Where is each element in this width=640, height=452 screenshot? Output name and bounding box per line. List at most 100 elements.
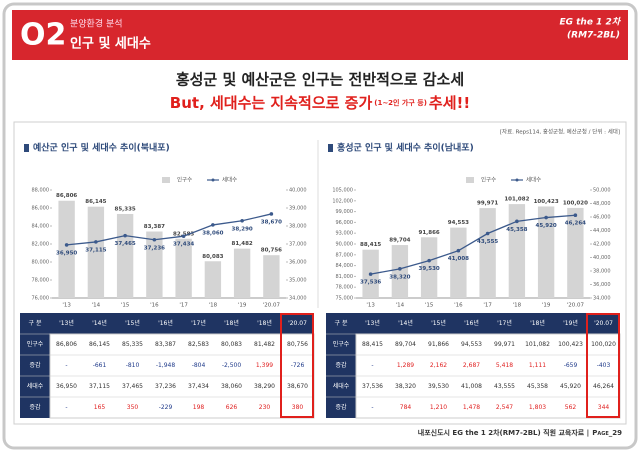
table-cell: 세대수 bbox=[27, 382, 44, 390]
bar bbox=[146, 231, 163, 298]
line-point bbox=[398, 267, 402, 271]
table-header-cell: '18년 bbox=[530, 319, 545, 327]
x-tick-label: '14 bbox=[396, 303, 405, 309]
line-point bbox=[573, 213, 578, 218]
highlight-box bbox=[586, 313, 620, 418]
line-label: 37,536 bbox=[360, 280, 381, 286]
x-tick-label: '19 bbox=[542, 303, 551, 309]
table-header-cell: '20.07 bbox=[594, 320, 613, 327]
y2-tick-label: 39,000 bbox=[289, 206, 307, 212]
table-header-cell: '17년 bbox=[191, 319, 206, 327]
table-cell: 82,583 bbox=[188, 341, 209, 348]
line-point bbox=[123, 233, 127, 238]
table-cell: 37,434 bbox=[188, 383, 209, 390]
bar-label: 81,482 bbox=[232, 241, 253, 247]
y2-tick-label: 37,000 bbox=[289, 242, 307, 248]
table-cell: 38,670 bbox=[287, 383, 308, 390]
y-tick-label: 84,000 bbox=[32, 224, 50, 230]
table-header-cell: '18년 bbox=[257, 319, 272, 327]
table-cell: 2,687 bbox=[463, 362, 480, 369]
section-label: 분양환경 분석 bbox=[70, 18, 123, 30]
table-cell: -1,948 bbox=[156, 362, 176, 369]
x-tick-label: '20.07 bbox=[263, 303, 281, 309]
legend-label: 인구수 bbox=[177, 177, 192, 184]
line-label: 43,555 bbox=[477, 239, 498, 245]
table-cell: 인구수 bbox=[27, 341, 44, 348]
footer: 내포신도시 EG the 1 2차(RM7-2BL) 직원 교육자료 | Page… bbox=[418, 428, 622, 438]
table-cell: 80,756 bbox=[287, 341, 308, 348]
bar-label: 100,020 bbox=[563, 200, 588, 206]
title-marker bbox=[24, 144, 29, 152]
table-cell: 43,555 bbox=[494, 383, 515, 390]
bar-label: 82,583 bbox=[173, 231, 194, 237]
line-point bbox=[181, 234, 186, 238]
line-point bbox=[485, 231, 490, 236]
table-cell: 198 bbox=[193, 404, 205, 411]
table-cell: 41,008 bbox=[461, 383, 482, 390]
y-tick-label: 87,000 bbox=[336, 252, 354, 258]
x-tick-label: '16 bbox=[150, 303, 159, 309]
legend-label: 세대수 bbox=[222, 176, 237, 184]
table-cell: 81,482 bbox=[254, 341, 275, 348]
y-tick-label: 78,000 bbox=[32, 278, 50, 284]
x-tick-label: '16 bbox=[454, 303, 463, 309]
table-header-cell: '14년 bbox=[398, 319, 413, 327]
table-cell: 인구수 bbox=[333, 341, 350, 348]
table-header-cell: '15년 bbox=[431, 319, 446, 327]
bar-label: 80,756 bbox=[261, 248, 282, 254]
line-label: 45,920 bbox=[536, 223, 557, 229]
x-tick-label: '18 bbox=[209, 303, 218, 309]
y2-tick-label: 48,000 bbox=[593, 201, 611, 207]
y2-tick-label: 50,000 bbox=[593, 188, 611, 194]
table-cell: -659 bbox=[564, 362, 578, 369]
line-label: 36,950 bbox=[56, 250, 77, 256]
y2-tick-label: 40,000 bbox=[593, 255, 611, 261]
y2-tick-label: 38,000 bbox=[289, 224, 307, 230]
y2-tick-label: 34,000 bbox=[593, 296, 611, 302]
y-tick-label: 86,000 bbox=[32, 206, 50, 212]
chart-title: 홍성군 인구 및 세대수 추이(남내포) bbox=[337, 142, 474, 154]
x-tick-label: '13 bbox=[62, 303, 71, 309]
project-code: (RM7-2BL) bbox=[567, 31, 620, 41]
line-label: 37,115 bbox=[85, 247, 106, 253]
legend-swatch bbox=[162, 177, 170, 183]
table-cell: 1,111 bbox=[529, 362, 546, 369]
y-tick-label: 75,000 bbox=[336, 296, 354, 302]
y2-tick-label: 46,000 bbox=[593, 215, 611, 221]
section-number: O2 bbox=[20, 18, 66, 53]
legend-swatch bbox=[466, 177, 474, 183]
table-cell: 350 bbox=[127, 404, 139, 411]
table-cell: -804 bbox=[192, 362, 206, 369]
table-cell: 1,289 bbox=[397, 362, 414, 369]
table-cell: 37,536 bbox=[362, 383, 383, 390]
bar bbox=[508, 204, 526, 298]
table-cell: 38,060 bbox=[221, 383, 242, 390]
y-tick-label: 78,000 bbox=[336, 285, 354, 291]
x-tick-label: '15 bbox=[121, 303, 130, 309]
legend-label: 인구수 bbox=[481, 177, 496, 184]
bar bbox=[420, 237, 438, 298]
line bbox=[66, 213, 272, 246]
y-tick-label: 76,000 bbox=[32, 296, 50, 302]
table-cell: 1,210 bbox=[430, 404, 447, 411]
y2-tick-label: 40,000 bbox=[289, 188, 307, 194]
y2-tick-label: 38,000 bbox=[593, 269, 611, 275]
y-tick-label: 99,000 bbox=[336, 209, 354, 215]
x-tick-label: '19 bbox=[238, 303, 247, 309]
x-tick-label: '13 bbox=[366, 303, 375, 309]
table-header-cell: 구 분 bbox=[29, 320, 42, 327]
bar-label: 86,806 bbox=[56, 193, 77, 199]
table-cell: 37,236 bbox=[155, 383, 176, 390]
table-cell: 88,415 bbox=[362, 341, 383, 348]
table-cell: -661 bbox=[93, 362, 107, 369]
table-cell: 344 bbox=[598, 404, 610, 411]
bar bbox=[479, 208, 496, 298]
y2-tick-label: 34,000 bbox=[289, 296, 307, 302]
line-point bbox=[64, 243, 69, 247]
line-label: 39,530 bbox=[419, 266, 440, 272]
line-point bbox=[544, 215, 548, 220]
y-tick-label: 105,000 bbox=[332, 188, 353, 194]
bar bbox=[116, 213, 134, 298]
table-cell: 89,704 bbox=[395, 341, 416, 348]
